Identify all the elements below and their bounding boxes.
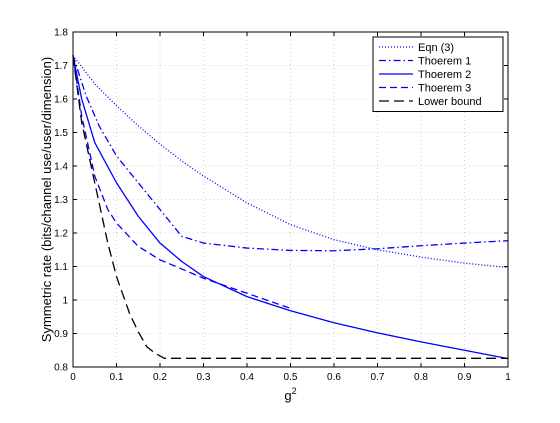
y-tick-label: 1.5 <box>54 128 68 139</box>
series-line-4 <box>72 55 291 309</box>
x-tick-label: 0.7 <box>371 372 385 383</box>
y-tick-label: 1.4 <box>54 162 68 173</box>
x-tick-label: 0.3 <box>197 372 211 383</box>
ticks: 0 0.1 0.2 0.3 0.4 0.5 0.6 0.7 0.8 0.9 1 0.8 0.9 1 1.1 1… <box>54 28 511 384</box>
legend-label: Thoerem 3 <box>418 83 471 95</box>
x-tick-label: 0.2 <box>153 372 167 383</box>
y-tick-label: 1.1 <box>54 262 68 273</box>
y-tick-label: 0.8 <box>54 363 68 374</box>
x-tick-label: 0 <box>70 372 76 383</box>
x-tick-label: 0.8 <box>414 372 428 383</box>
grid <box>73 32 508 367</box>
legend-label: Eqn (3) <box>418 42 454 54</box>
y-axis-label: Symmetric rate (bits/channel use/user/di… <box>39 57 54 342</box>
series-line-3 <box>72 55 509 360</box>
x-tick-label: 0.5 <box>284 372 298 383</box>
y-tick-label: 1.8 <box>54 28 68 39</box>
x-tick-label: 1 <box>505 372 511 383</box>
x-tick-label: 0.1 <box>110 372 124 383</box>
series-line-5 <box>72 55 508 359</box>
series-line-2 <box>72 55 509 252</box>
y-tick-label: 1 <box>62 296 68 307</box>
y-tick-label: 1.7 <box>54 61 68 72</box>
y-tick-label: 1.3 <box>54 195 68 206</box>
y-tick-label: 1.6 <box>54 95 68 106</box>
legend-label: Thoerem 2 <box>418 69 471 81</box>
legend-label: Thoerem 1 <box>418 56 471 68</box>
x-tick-label: 0.9 <box>458 372 472 383</box>
x-tick-label: 0.6 <box>327 372 341 383</box>
x-tick-label: 0.4 <box>240 372 254 383</box>
y-tick-label: 1.2 <box>54 229 68 240</box>
x-axis-label: g2 <box>284 386 296 403</box>
y-tick-label: 0.9 <box>54 329 68 340</box>
series-line-1 <box>72 55 509 269</box>
series-group <box>72 55 509 360</box>
legend-label: Lower bound <box>418 96 482 108</box>
